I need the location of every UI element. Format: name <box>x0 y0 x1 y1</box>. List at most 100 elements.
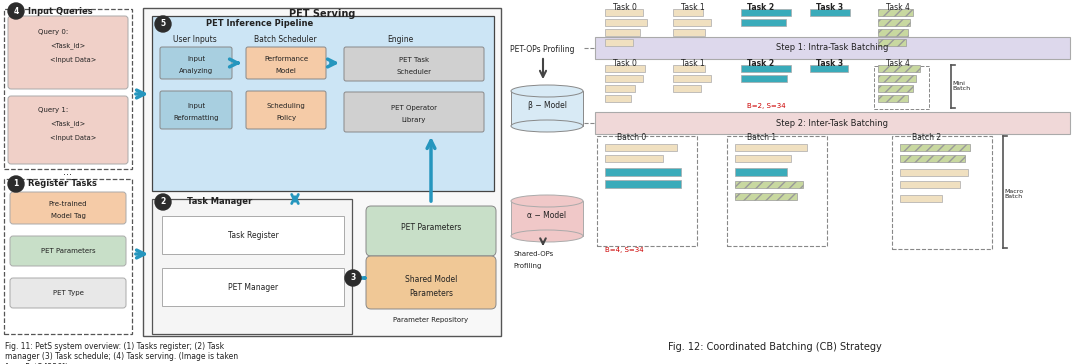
Text: <Task_id>: <Task_id> <box>50 120 85 127</box>
Bar <box>735 168 787 176</box>
Text: 1: 1 <box>13 179 18 189</box>
FancyBboxPatch shape <box>345 92 484 132</box>
Text: 5: 5 <box>161 20 165 28</box>
Text: Fig. 12: Coordinated Batching (CB) Strategy: Fig. 12: Coordinated Batching (CB) Strat… <box>669 342 882 352</box>
Text: Performance: Performance <box>264 56 308 62</box>
Text: Batch Scheduler: Batch Scheduler <box>254 36 316 44</box>
Bar <box>878 9 913 16</box>
Text: Input Queries: Input Queries <box>28 7 93 16</box>
Bar <box>900 181 960 188</box>
Text: PET Type: PET Type <box>53 290 83 296</box>
Text: β − Model: β − Model <box>527 102 567 111</box>
Text: PET Task: PET Task <box>399 57 429 63</box>
FancyBboxPatch shape <box>595 112 1070 134</box>
Bar <box>900 155 966 162</box>
Text: Task 1: Task 1 <box>681 59 705 68</box>
Bar <box>735 155 791 162</box>
Text: PET Serving: PET Serving <box>288 9 355 19</box>
Text: PET Parameters: PET Parameters <box>41 248 95 254</box>
Text: Fig. 11: PetS system overview: (1) Tasks register; (2) Task
manager (3) Task sch: Fig. 11: PetS system overview: (1) Tasks… <box>5 342 238 364</box>
FancyBboxPatch shape <box>595 37 1070 59</box>
Text: PET Parameters: PET Parameters <box>401 223 461 233</box>
Text: Batch 0: Batch 0 <box>617 134 646 142</box>
Ellipse shape <box>511 195 583 207</box>
Text: Batch 1: Batch 1 <box>747 134 777 142</box>
Bar <box>605 9 643 16</box>
Text: Pre-trained: Pre-trained <box>49 201 87 207</box>
Ellipse shape <box>511 230 583 242</box>
Bar <box>605 29 640 36</box>
Bar <box>810 9 850 16</box>
Text: 3: 3 <box>350 273 355 282</box>
Text: Query 0:: Query 0: <box>38 29 68 35</box>
Text: PET Manager: PET Manager <box>228 282 278 292</box>
Circle shape <box>156 16 171 32</box>
Text: Task Register: Task Register <box>228 230 279 240</box>
Bar <box>900 195 942 202</box>
Text: <Input Data>: <Input Data> <box>50 57 96 63</box>
Bar <box>878 85 913 92</box>
Text: Policy: Policy <box>275 115 296 121</box>
Bar <box>735 193 797 200</box>
FancyBboxPatch shape <box>162 216 345 254</box>
Bar <box>605 39 633 46</box>
Text: Task 4: Task 4 <box>886 4 910 12</box>
Text: Scheduling: Scheduling <box>267 103 306 109</box>
FancyBboxPatch shape <box>246 91 326 129</box>
Bar <box>673 19 711 26</box>
Bar <box>878 29 908 36</box>
FancyBboxPatch shape <box>246 47 326 79</box>
Text: Step 2: Inter-Task Batching: Step 2: Inter-Task Batching <box>777 119 888 127</box>
Text: Shared Model: Shared Model <box>405 274 457 284</box>
Text: Input: Input <box>187 103 205 109</box>
Bar <box>878 75 916 82</box>
Text: Task Manager: Task Manager <box>187 198 253 206</box>
Bar <box>878 39 906 46</box>
Text: Library: Library <box>402 117 427 123</box>
Text: Scheduler: Scheduler <box>396 69 432 75</box>
Bar <box>605 95 631 102</box>
Bar <box>605 19 647 26</box>
Text: Task 1: Task 1 <box>681 4 705 12</box>
Bar <box>878 95 908 102</box>
Text: Step 1: Intra-Task Batching: Step 1: Intra-Task Batching <box>775 44 888 52</box>
Text: Profiling: Profiling <box>513 263 541 269</box>
FancyBboxPatch shape <box>152 199 352 334</box>
Text: Model: Model <box>275 68 296 74</box>
FancyBboxPatch shape <box>10 278 126 308</box>
Bar <box>605 85 635 92</box>
Text: Analyzing: Analyzing <box>179 68 213 74</box>
FancyBboxPatch shape <box>345 47 484 81</box>
FancyBboxPatch shape <box>10 236 126 266</box>
Text: Task 3: Task 3 <box>816 59 843 68</box>
Text: User Inputs: User Inputs <box>173 36 217 44</box>
Circle shape <box>156 194 171 210</box>
Bar <box>605 75 643 82</box>
FancyBboxPatch shape <box>152 16 494 191</box>
Bar <box>810 65 848 72</box>
Text: Reformatting: Reformatting <box>173 115 219 121</box>
Bar <box>673 85 701 92</box>
Text: Engine: Engine <box>387 36 414 44</box>
Text: Batch 2: Batch 2 <box>912 134 941 142</box>
Bar <box>605 155 663 162</box>
Bar <box>900 169 968 176</box>
Circle shape <box>8 176 24 192</box>
Text: α − Model: α − Model <box>527 211 567 221</box>
Ellipse shape <box>511 120 583 132</box>
Text: 2: 2 <box>160 198 165 206</box>
Bar <box>605 180 681 188</box>
Bar <box>605 144 677 151</box>
Text: PET-OPs Profiling: PET-OPs Profiling <box>510 44 575 54</box>
FancyBboxPatch shape <box>8 16 129 89</box>
FancyBboxPatch shape <box>143 8 501 336</box>
Bar <box>878 65 920 72</box>
Bar <box>741 75 787 82</box>
Text: Input: Input <box>187 56 205 62</box>
Text: B=2, S=34: B=2, S=34 <box>746 103 785 109</box>
Text: Shared-OPs: Shared-OPs <box>513 251 553 257</box>
FancyBboxPatch shape <box>511 201 583 236</box>
Text: <Task_id>: <Task_id> <box>50 43 85 50</box>
Bar <box>900 144 970 151</box>
Bar <box>605 65 645 72</box>
